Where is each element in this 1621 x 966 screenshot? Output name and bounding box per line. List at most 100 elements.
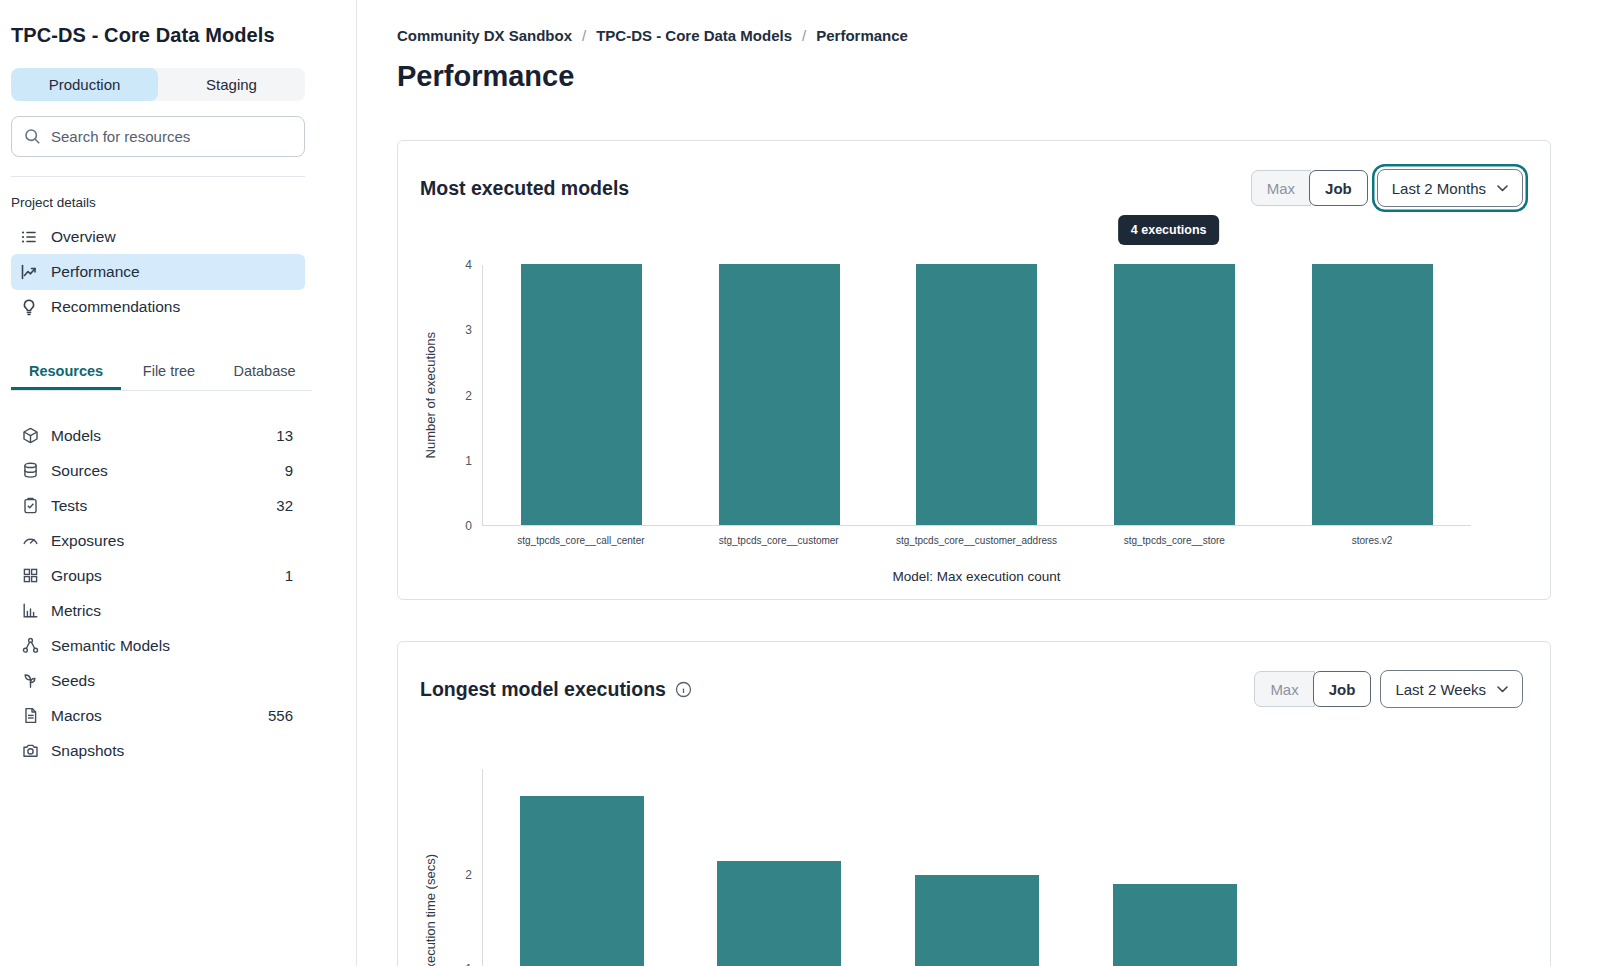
x-tick-label: stores.v2 [1274,535,1471,546]
most-executed-models-card: Most executed models Max Job Last 2 Mont… [397,140,1551,600]
resource-item-macros[interactable]: Macros 556 [11,698,305,733]
resource-label: Groups [51,567,102,585]
main-content: Community DX Sandbox / TPC-DS - Core Dat… [357,0,1621,966]
resource-label: Models [51,427,101,445]
x-tick-label: stg_tpcds_core__store [1076,535,1273,546]
bar-stores-v2[interactable] [1312,264,1433,525]
resource-label: Seeds [51,672,95,690]
plot-area: 4 executions [482,265,1471,526]
search-box [11,116,305,157]
y-tick: 2 [465,389,472,403]
y-axis-label: Execution time (secs) [423,854,438,966]
max-toggle-button[interactable]: Max [1251,170,1311,206]
time-range-dropdown[interactable]: Last 2 Months [1377,169,1523,207]
resources-list: Models 13 Sources 9 Tests 32 Exposures G… [11,418,305,768]
clipboard-check-icon [22,497,39,514]
plot-area [482,769,1471,966]
bar-3[interactable] [915,875,1039,966]
resource-count: 32 [276,497,293,514]
breadcrumb: Community DX Sandbox / TPC-DS - Core Dat… [397,26,1551,45]
bar-customer-address[interactable] [916,264,1037,525]
tab-file-tree[interactable]: File tree [121,357,217,390]
resource-item-models[interactable]: Models 13 [11,418,305,453]
resource-count: 1 [285,567,293,584]
most-executed-models-chart: Number of executions 4 3 2 1 0 4 executi… [420,265,1523,526]
bar-customer[interactable] [719,264,840,525]
sidebar-item-label: Performance [51,263,140,281]
chevron-down-icon [1497,686,1508,693]
sidebar-item-recommendations[interactable]: Recommendations [11,290,305,324]
resource-item-tests[interactable]: Tests 32 [11,488,305,523]
job-toggle-button[interactable]: Job [1313,671,1372,707]
bar-4[interactable] [1113,884,1237,966]
sidebar-tabs: Resources File tree Database [11,357,312,391]
job-toggle-button[interactable]: Job [1309,170,1368,206]
y-tick: 4 [465,258,472,272]
database-icon [22,462,39,479]
longest-model-executions-chart: Execution time (secs) 2 1 [420,769,1523,966]
bar-store[interactable] [1114,264,1235,525]
resource-label: Sources [51,462,108,480]
resource-label: Exposures [51,532,124,550]
breadcrumb-project[interactable]: TPC-DS - Core Data Models [596,26,792,45]
x-axis-labels: stg_tpcds_core__call_center stg_tpcds_co… [482,535,1471,546]
resource-item-exposures[interactable]: Exposures [11,523,305,558]
card-header: Most executed models Max Job Last 2 Mont… [420,169,1523,207]
resource-item-metrics[interactable]: Metrics [11,593,305,628]
resource-item-snapshots[interactable]: Snapshots [11,733,305,768]
x-tick-label: stg_tpcds_core__customer_address [878,535,1075,546]
lightbulb-icon [20,298,38,316]
y-tick: 3 [465,323,472,337]
resource-item-groups[interactable]: Groups 1 [11,558,305,593]
sidebar-item-performance[interactable]: Performance [11,254,305,290]
max-toggle-button[interactable]: Max [1254,671,1314,707]
time-range-value: Last 2 Months [1392,180,1486,197]
production-toggle-button[interactable]: Production [11,68,158,101]
share-branch-icon [22,637,39,654]
sprout-icon [22,672,39,689]
time-range-value: Last 2 Weeks [1395,681,1486,698]
breadcrumb-current: Performance [816,26,908,45]
time-range-dropdown[interactable]: Last 2 Weeks [1380,670,1523,708]
resource-count: 556 [268,707,293,724]
bar-call-center[interactable] [521,264,642,525]
y-tick: 0 [465,519,472,533]
resource-label: Semantic Models [51,637,170,655]
resource-count: 9 [285,462,293,479]
environment-toggle: Production Staging [11,68,305,101]
resource-label: Metrics [51,602,101,620]
breadcrumb-account[interactable]: Community DX Sandbox [397,26,572,45]
sidebar-item-overview[interactable]: Overview [11,220,305,254]
longest-model-executions-card: Longest model executions Max Job Last 2 … [397,641,1551,966]
chart-tooltip: 4 executions [1118,215,1220,245]
breadcrumb-separator: / [582,26,586,45]
resource-item-semantic-models[interactable]: Semantic Models [11,628,305,663]
max-job-toggle: Max Job [1251,170,1368,206]
bar-2[interactable] [717,861,841,966]
staging-toggle-button[interactable]: Staging [158,68,305,101]
resource-item-sources[interactable]: Sources 9 [11,453,305,488]
resource-item-seeds[interactable]: Seeds [11,663,305,698]
card-header: Longest model executions Max Job Last 2 … [420,670,1523,708]
y-tick: 1 [465,454,472,468]
sidebar: TPC-DS - Core Data Models Production Sta… [0,0,357,966]
resource-label: Tests [51,497,87,515]
tab-resources[interactable]: Resources [11,357,121,390]
info-icon[interactable] [675,681,692,698]
chart-controls: Max Job Last 2 Months [1251,169,1523,207]
card-title: Longest model executions [420,678,666,701]
resource-label: Macros [51,707,102,725]
tab-database[interactable]: Database [217,357,312,390]
search-input[interactable] [51,128,292,145]
cube-icon [22,427,39,444]
y-axis-ticks: 2 1 [440,769,482,966]
file-text-icon [22,707,39,724]
camera-icon [22,742,39,759]
project-details-nav: Overview Performance Recommendations [11,220,305,324]
bar-chart-icon [22,602,39,619]
trend-chart-icon [20,263,38,281]
gauge-icon [22,532,39,549]
y-tick: 1 [465,962,472,966]
bar-1[interactable] [520,796,644,966]
max-job-toggle: Max Job [1254,671,1371,707]
